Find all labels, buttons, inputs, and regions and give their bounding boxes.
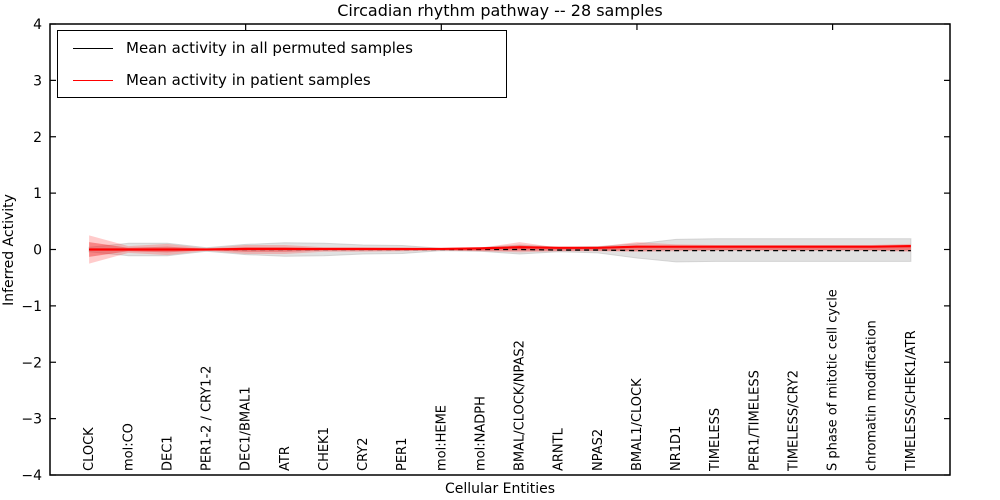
x-tick-label: TIMELESS [708,408,723,472]
x-tick-label: S phase of mitotic cell cycle [826,289,841,471]
patient-envelope-inner [89,242,911,257]
legend-label: Mean activity in patient samples [126,71,371,89]
x-tick-label: ATR [278,446,293,471]
legend-entry-permuted: Mean activity in all permuted samples [58,33,506,63]
y-tick-label: 2 [33,130,42,146]
y-tick-label: −4 [21,468,42,484]
x-tick-label: ARNTL [552,427,567,471]
x-tick-label: mol:NADPH [473,396,488,471]
y-tick-label: −3 [21,412,42,428]
x-tick-label: PER1-2 / CRY1-2 [200,366,215,471]
legend: Mean activity in all permuted samples Me… [57,30,507,98]
x-tick-label: BMAL/CLOCK/NPAS2 [513,340,528,471]
y-tick-label: 4 [33,17,42,33]
y-tick-label: 1 [33,186,42,202]
legend-entry-patient: Mean activity in patient samples [58,65,506,95]
x-tick-label: PER1 [395,438,410,471]
x-tick-label: TIMELESS/CHEK1/ATR [904,330,919,472]
y-tick-label: 0 [33,243,42,259]
patient-line-sample-icon [73,79,113,81]
x-tick-label: mol:HEME [434,405,449,471]
x-axis-label: Cellular Entities [444,481,556,497]
patient-mean-line [89,245,911,251]
permuted-line-sample-icon [73,47,113,49]
x-tick-label: CHEK1 [317,427,332,471]
x-tick-label: NR1D1 [669,426,684,471]
y-tick-label: 3 [33,73,42,89]
x-tick-label: NPAS2 [591,429,606,471]
x-tick-label: PER1/TIMELESS [747,370,762,471]
x-tick-label: mol:CO [121,423,136,471]
y-tick-label: −2 [21,355,42,371]
x-tick-label: CRY2 [356,438,371,472]
patient-envelope-outer [89,235,911,264]
legend-label: Mean activity in all permuted samples [126,39,413,57]
chart-title: Circadian rhythm pathway -- 28 samples [337,1,663,20]
x-tick-label: chromatin modification [865,320,880,471]
x-tick-label: BMAL1/CLOCK [630,378,645,471]
permuted-envelope [88,238,912,263]
x-tick-label: CLOCK [82,427,97,471]
y-tick-label: −1 [21,299,42,315]
x-tick-label: DEC1/BMAL1 [239,387,254,472]
x-tick-label: DEC1 [160,435,175,471]
x-tick-label: TIMELESS/CRY2 [786,370,801,472]
